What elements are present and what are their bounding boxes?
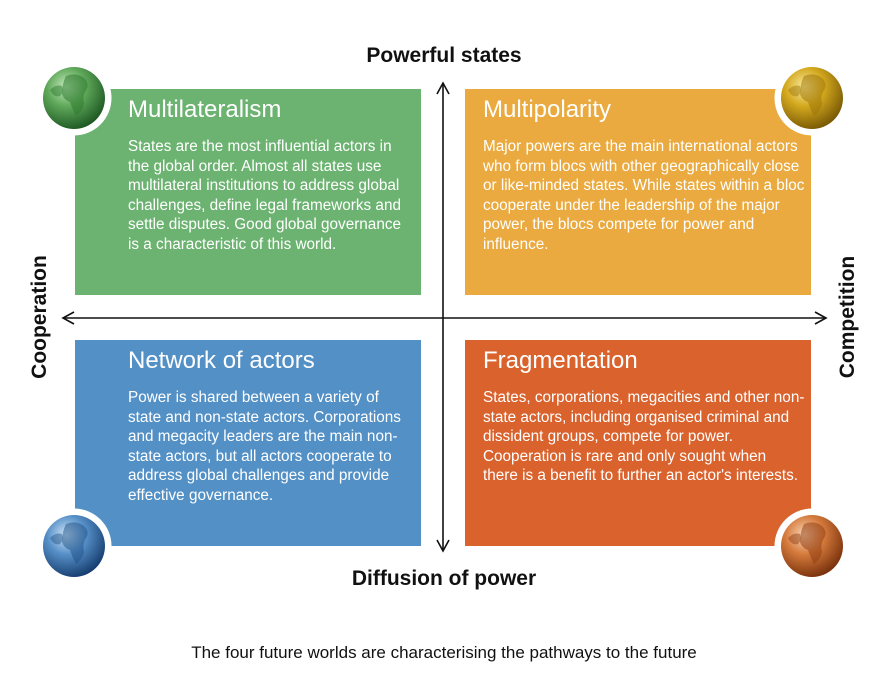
quadrant-title: Multipolarity (483, 96, 612, 123)
quadrant-text: States, corporations, megacities and oth… (483, 389, 805, 485)
quadrant-network-of-actors: Network of actors Power is shared betwee… (75, 340, 421, 546)
quadrant-text: States are the most influential actors i… (128, 138, 401, 253)
quadrant-title: Fragmentation (483, 347, 638, 374)
quadrant-title: Multilateralism (128, 96, 282, 123)
quadrant-multilateralism: Multilateralism States are the most infl… (75, 89, 421, 295)
axis-label-left: Cooperation (28, 255, 51, 379)
quadrant-text: Power is shared between a variety of sta… (128, 389, 401, 504)
orange-globe-icon (774, 508, 850, 584)
axis-label-top: Powerful states (366, 44, 522, 67)
quadrant-multipolarity: Multipolarity Major powers are the main … (465, 89, 811, 295)
quadrant-fragmentation: Fragmentation States, corporations, mega… (465, 340, 811, 546)
yellow-globe-icon (774, 60, 850, 136)
quadrant-text: Major powers are the main international … (483, 138, 805, 253)
axis-label-right: Competition (836, 255, 859, 379)
quadrant-title: Network of actors (128, 347, 315, 374)
axis-label-bottom: Diffusion of power (351, 567, 537, 590)
green-globe-icon (36, 60, 112, 136)
blue-globe-icon (36, 508, 112, 584)
caption: The four future worlds are characterisin… (191, 643, 697, 662)
